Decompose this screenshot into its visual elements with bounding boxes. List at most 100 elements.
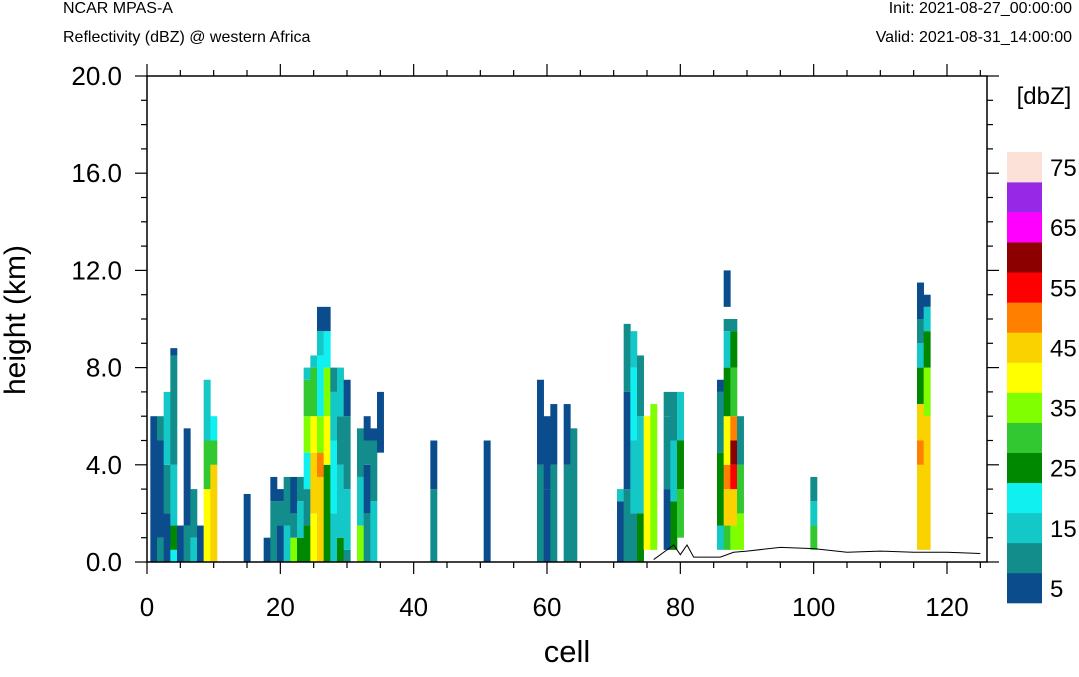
heatmap-cells xyxy=(150,270,931,562)
heatmap-cell xyxy=(717,391,724,453)
colorbar-tick-label: 75 xyxy=(1050,155,1077,182)
heatmap-cell xyxy=(330,367,338,392)
heatmap-cell xyxy=(343,379,351,417)
heatmap-cell xyxy=(543,416,551,490)
heatmap-cell xyxy=(323,464,331,562)
heatmap-cell xyxy=(543,489,551,562)
heatmap-cell xyxy=(670,440,678,502)
heatmap-cell xyxy=(723,525,731,550)
heatmap-cell xyxy=(623,323,631,392)
heatmap-cell xyxy=(723,416,731,465)
heatmap-cell xyxy=(730,331,738,368)
heatmap-cell xyxy=(923,306,931,332)
heatmap-cell xyxy=(357,525,364,562)
heatmap-cell xyxy=(723,319,731,332)
heatmap-cell xyxy=(737,416,744,465)
heatmap-cell xyxy=(310,355,318,368)
heatmap-cell xyxy=(203,489,211,562)
heatmap-cell xyxy=(290,476,298,514)
x-tick-label: 0 xyxy=(140,592,154,622)
colorbar-tick-label: 25 xyxy=(1050,456,1077,483)
heatmap-cell xyxy=(717,452,724,526)
heatmap-cell xyxy=(370,501,378,562)
heatmap-cell xyxy=(323,331,331,368)
colorbar-tick-label: 35 xyxy=(1050,396,1077,423)
heatmap-cell xyxy=(923,416,931,490)
heatmap-cell xyxy=(157,416,164,441)
heatmap-cell xyxy=(323,367,331,417)
heatmap-cell xyxy=(670,501,678,550)
colorbar-swatch xyxy=(1007,212,1042,243)
heatmap-cell xyxy=(310,416,318,453)
heatmap-cell xyxy=(630,367,638,441)
x-tick-label: 60 xyxy=(533,592,562,622)
heatmap-cell xyxy=(663,489,671,550)
colorbar-swatch xyxy=(1007,182,1042,213)
heatmap-cell xyxy=(163,391,171,465)
colorbar-swatch xyxy=(1007,572,1042,604)
heatmap-cell xyxy=(917,404,924,441)
heatmap-cell xyxy=(677,391,684,441)
heatmap-cell xyxy=(810,525,818,550)
heatmap-cell xyxy=(203,379,211,441)
heatmap-cell xyxy=(177,525,184,562)
x-axis-label: cell xyxy=(544,634,591,669)
heatmap-cell xyxy=(923,294,931,307)
x-tick-label: 40 xyxy=(399,592,428,622)
heatmap-cell xyxy=(483,440,491,562)
heatmap-cell xyxy=(190,489,198,538)
y-tick-label: 8.0 xyxy=(86,353,122,383)
heatmap-cell xyxy=(330,391,338,441)
heatmap-cell xyxy=(623,391,631,490)
heatmap-cell xyxy=(330,513,338,562)
colorbar-swatch xyxy=(1007,272,1042,303)
heatmap-cell xyxy=(563,404,571,465)
heatmap-cell xyxy=(170,348,178,356)
heatmap-cell xyxy=(157,440,164,538)
heatmap-cell xyxy=(317,452,324,477)
heatmap-cell xyxy=(297,476,304,502)
y-tick-label: 4.0 xyxy=(86,450,122,480)
y-tick-label: 12.0 xyxy=(71,255,122,285)
heatmap-cell xyxy=(730,440,738,465)
heatmap-cell xyxy=(283,476,291,526)
colorbar-swatch xyxy=(1007,452,1042,484)
heatmap-cell xyxy=(150,416,158,562)
valid-time: Valid: 2021-08-31_14:00:00 xyxy=(875,29,1072,46)
heatmap-cell xyxy=(537,379,544,465)
heatmap-cell xyxy=(617,501,624,562)
heatmap-cell xyxy=(303,379,311,417)
heatmap-cell xyxy=(810,476,818,502)
heatmap-cell xyxy=(363,416,371,441)
y-tick-label: 0.0 xyxy=(86,547,122,577)
heatmap-cell xyxy=(923,367,931,417)
heatmap-cell xyxy=(343,416,351,490)
heatmap-cell xyxy=(330,440,338,514)
heatmap-cell xyxy=(730,464,738,490)
heatmap-cell xyxy=(643,416,651,550)
colorbar-swatch xyxy=(1007,512,1042,544)
heatmap-cell xyxy=(303,416,311,453)
heatmap-cell xyxy=(297,501,304,538)
heatmap-cell xyxy=(163,513,171,562)
heatmap-cell xyxy=(210,416,218,441)
heatmap-cell xyxy=(630,513,638,562)
heatmap-cell xyxy=(730,416,738,441)
heatmap-cell xyxy=(810,501,818,526)
x-tick-label: 80 xyxy=(666,592,695,622)
heatmap-cell xyxy=(363,513,371,562)
heatmap-cell xyxy=(170,355,178,465)
heatmap-cell xyxy=(370,428,378,441)
heatmap-cell xyxy=(723,464,731,490)
x-tick-label: 20 xyxy=(266,592,295,622)
colorbar-tick-label: 45 xyxy=(1050,335,1077,362)
heatmap-cell xyxy=(630,331,638,368)
heatmap-cell xyxy=(730,525,738,550)
heatmap-cell xyxy=(337,367,344,417)
heatmap-cell xyxy=(430,489,438,562)
axes: 0 20 40 60 80 100 120 0.0 4.0 8.0 12.0 16.0 20.0 xyxy=(71,61,999,622)
heatmap-cell xyxy=(723,489,731,526)
heatmap-cell xyxy=(277,501,284,526)
colorbar-swatch xyxy=(1007,482,1042,514)
heatmap-cell xyxy=(323,306,331,332)
